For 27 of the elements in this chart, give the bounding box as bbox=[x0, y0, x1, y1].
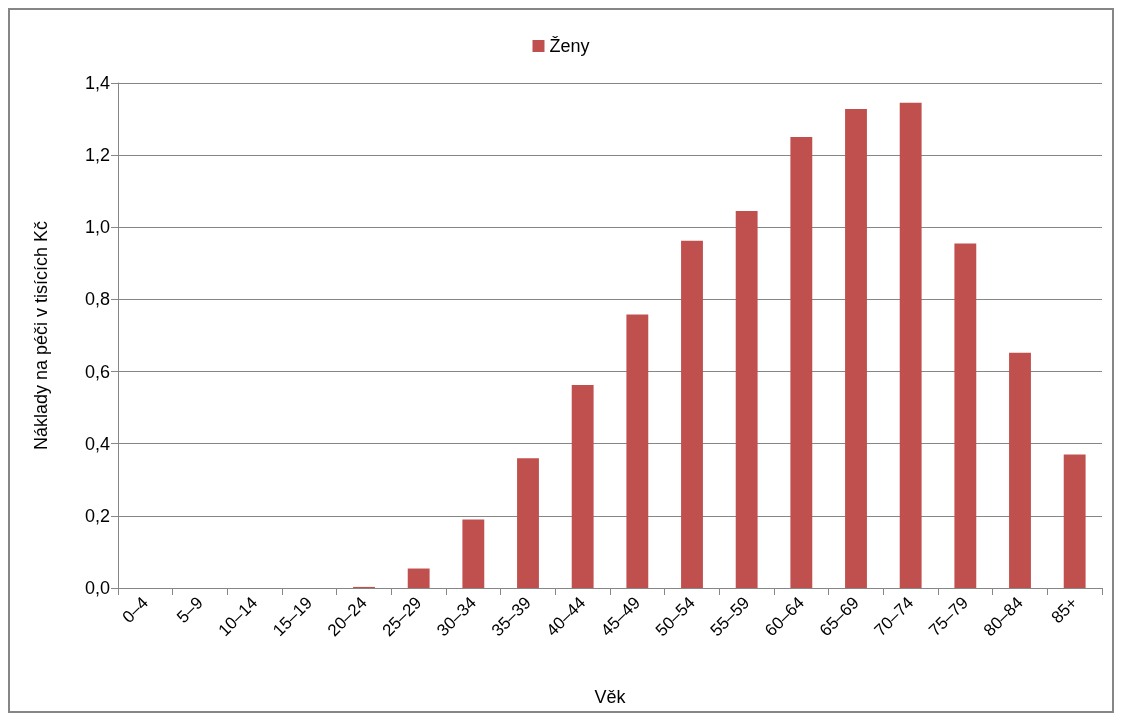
bar bbox=[790, 137, 813, 588]
y-axis-title: Náklady na péči v tisících Kč bbox=[31, 220, 51, 451]
y-tick-label: 1,2 bbox=[84, 145, 110, 166]
bar bbox=[571, 384, 594, 588]
y-tick-label: 1,4 bbox=[84, 73, 110, 93]
bar bbox=[407, 568, 430, 588]
x-tick-label: 5–9 bbox=[173, 593, 207, 627]
x-axis-title: Věk bbox=[594, 687, 627, 707]
bar bbox=[954, 243, 977, 588]
x-tick-label: 0–4 bbox=[118, 593, 153, 627]
bar bbox=[462, 519, 485, 588]
legend-label: Ženy bbox=[549, 36, 590, 56]
y-tick-label: 0,6 bbox=[84, 361, 110, 382]
bar bbox=[1063, 454, 1086, 588]
y-tick-label: 1,0 bbox=[84, 217, 110, 238]
bar bbox=[845, 108, 867, 588]
bar bbox=[1009, 352, 1031, 588]
bar bbox=[681, 240, 703, 588]
bar bbox=[517, 458, 539, 588]
bar bbox=[899, 102, 922, 588]
y-tick-label: 0,4 bbox=[84, 433, 110, 454]
y-tick-label: 0,8 bbox=[84, 289, 110, 310]
y-tick-label: 0,0 bbox=[84, 578, 110, 598]
y-tick-label: 0,2 bbox=[84, 505, 110, 526]
bar bbox=[626, 314, 649, 588]
x-tick-label: 85+ bbox=[1047, 593, 1082, 628]
bar bbox=[735, 211, 758, 588]
